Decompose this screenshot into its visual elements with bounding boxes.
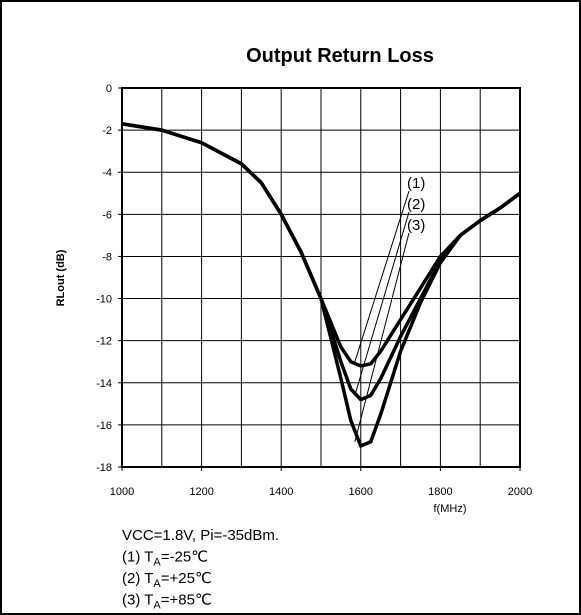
y-tick-label: -8 — [102, 251, 112, 263]
plot-frame — [121, 87, 521, 468]
leader-line — [354, 190, 410, 363]
note-text: (2) T — [122, 570, 153, 587]
chart-title: Output Return Loss — [246, 45, 434, 67]
note-text: VCC=1.8V, Pi=-35dBm. — [122, 527, 279, 544]
x-tick-label: 1800 — [428, 486, 452, 498]
note: (2) TA=+25℃ — [122, 570, 212, 590]
x-tick-label: 1600 — [349, 486, 373, 498]
y-axis-label: RLout (dB) — [55, 249, 67, 306]
x-axis-label: f(MHz) — [434, 503, 467, 515]
annotation-label: (1) — [407, 175, 425, 192]
x-tick-label: 1400 — [269, 486, 293, 498]
y-tick-label: 0 — [106, 83, 112, 95]
note-text: (1) T — [122, 549, 153, 566]
note: (3) TA=+85℃ — [122, 592, 212, 612]
note-suffix: =+25℃ — [161, 570, 212, 587]
series-line — [121, 122, 522, 448]
note-suffix: =-25℃ — [161, 549, 208, 566]
y-tick-label: -4 — [102, 167, 112, 179]
note: VCC=1.8V, Pi=-35dBm. — [122, 527, 279, 544]
y-tick-label: -6 — [102, 209, 112, 221]
leader-line — [354, 211, 410, 396]
y-tick-label: -12 — [96, 336, 112, 348]
leader-line — [354, 232, 410, 443]
x-tick-label: 2000 — [508, 486, 532, 498]
note-sub: A — [153, 557, 161, 569]
note-sub: A — [153, 578, 161, 590]
x-tick-label: 1200 — [189, 486, 213, 498]
y-tick-label: -14 — [96, 378, 112, 390]
note-text: (3) T — [122, 592, 153, 609]
y-tick-label: -10 — [96, 294, 112, 306]
note-sub: A — [153, 600, 161, 612]
y-tick-label: -18 — [96, 462, 112, 474]
y-tick-label: -16 — [96, 420, 112, 432]
note-suffix: =+85℃ — [161, 592, 212, 609]
annotation-label: (3) — [407, 217, 425, 234]
x-tick-label: 1000 — [110, 486, 134, 498]
annotation-label: (2) — [407, 196, 425, 213]
note: (1) TA=-25℃ — [122, 549, 208, 569]
y-tick-label: -2 — [102, 125, 112, 137]
